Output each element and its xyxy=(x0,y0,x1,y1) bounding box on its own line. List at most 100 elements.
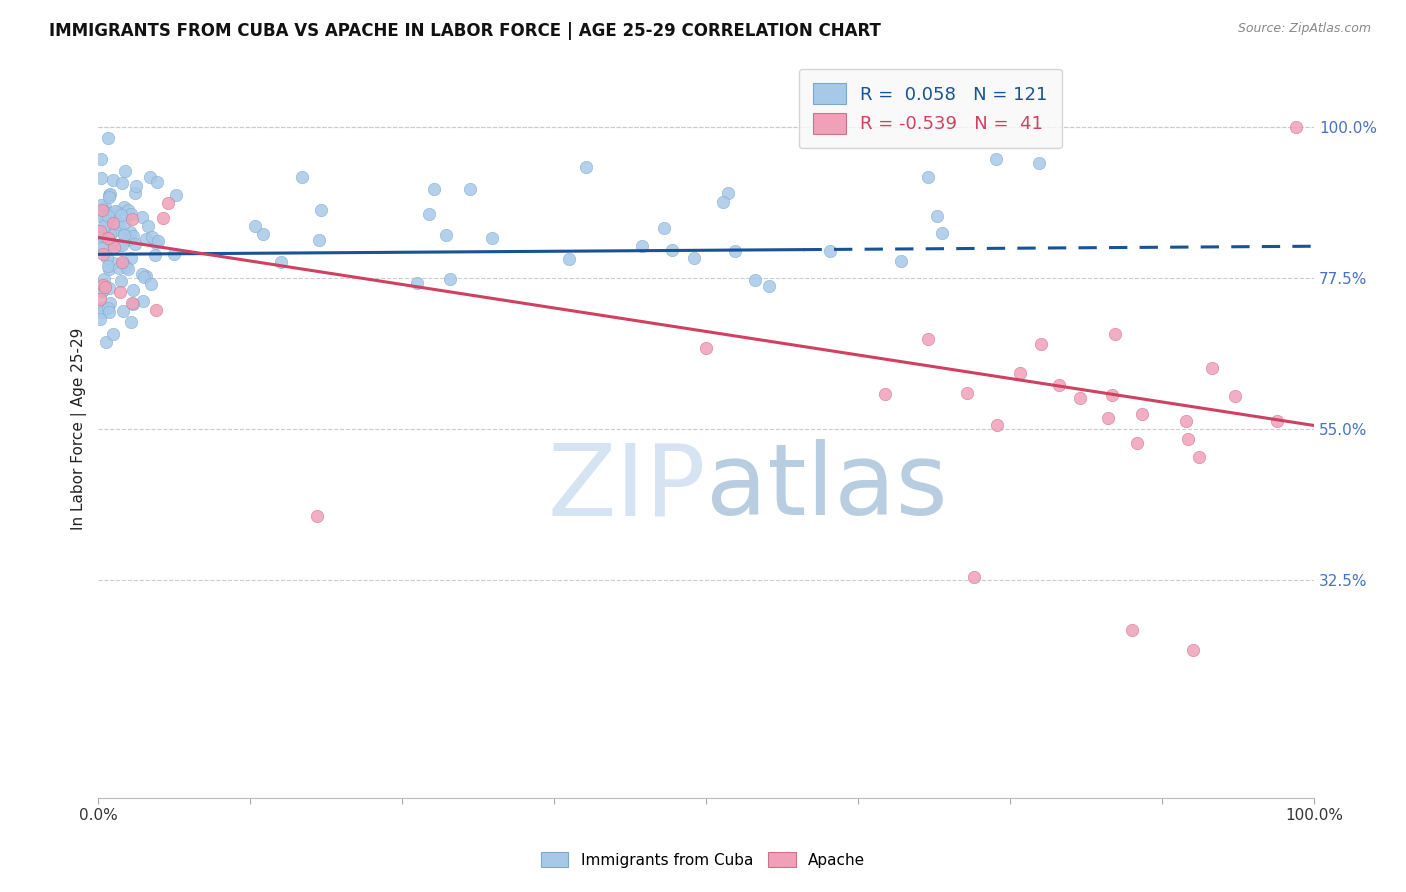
Point xyxy=(100,225,122,239)
Point xyxy=(925,209,948,223)
Point xyxy=(890,254,912,268)
Point xyxy=(89,237,111,252)
Point xyxy=(101,216,124,230)
Point xyxy=(744,273,766,287)
Point xyxy=(309,203,332,218)
Point xyxy=(97,206,120,220)
Point xyxy=(103,239,125,253)
Point xyxy=(118,229,141,244)
Point xyxy=(89,209,111,223)
Point xyxy=(145,236,167,251)
Point xyxy=(423,182,446,196)
Legend: Immigrants from Cuba, Apache: Immigrants from Cuba, Apache xyxy=(534,846,872,873)
Point xyxy=(139,170,162,185)
Point xyxy=(89,293,111,307)
Point xyxy=(1174,414,1197,428)
Point xyxy=(135,232,157,246)
Point xyxy=(120,207,142,221)
Point xyxy=(98,227,121,241)
Point xyxy=(93,271,115,285)
Point xyxy=(111,254,134,268)
Point xyxy=(141,229,163,244)
Point xyxy=(105,215,128,229)
Point xyxy=(110,285,132,299)
Point xyxy=(97,281,120,295)
Point xyxy=(117,233,139,247)
Point xyxy=(152,211,174,225)
Point xyxy=(917,332,939,346)
Point xyxy=(93,203,115,218)
Point xyxy=(111,176,134,190)
Point xyxy=(139,277,162,291)
Point xyxy=(112,227,135,242)
Point xyxy=(986,418,1008,433)
Point xyxy=(405,276,427,290)
Point xyxy=(110,208,132,222)
Point xyxy=(917,170,939,185)
Point xyxy=(110,238,132,252)
Point xyxy=(93,228,115,243)
Point xyxy=(89,312,111,326)
Point xyxy=(103,327,125,342)
Point xyxy=(120,251,142,265)
Point xyxy=(96,213,118,227)
Point xyxy=(146,234,169,248)
Point xyxy=(575,160,598,174)
Point xyxy=(1201,361,1223,376)
Point xyxy=(93,219,115,234)
Point xyxy=(97,210,120,224)
Point xyxy=(103,256,125,270)
Point xyxy=(252,227,274,241)
Point xyxy=(91,284,114,298)
Point xyxy=(120,315,142,329)
Point xyxy=(1047,378,1070,392)
Point xyxy=(724,244,747,258)
Point xyxy=(818,244,841,258)
Point xyxy=(1008,366,1031,380)
Point xyxy=(90,198,112,212)
Point xyxy=(90,170,112,185)
Point xyxy=(90,305,112,319)
Point xyxy=(717,186,740,200)
Point xyxy=(90,207,112,221)
Point xyxy=(112,216,135,230)
Point xyxy=(94,219,117,233)
Point xyxy=(122,228,145,243)
Point xyxy=(122,297,145,311)
Point xyxy=(1121,624,1143,638)
Point xyxy=(90,152,112,166)
Point xyxy=(439,271,461,285)
Point xyxy=(91,202,114,217)
Point xyxy=(145,175,167,189)
Point xyxy=(94,280,117,294)
Point xyxy=(132,270,155,285)
Point xyxy=(91,277,114,292)
Point xyxy=(98,304,121,318)
Point xyxy=(1225,389,1247,403)
Point xyxy=(117,202,139,217)
Point xyxy=(114,163,136,178)
Point xyxy=(270,254,292,268)
Point xyxy=(97,214,120,228)
Point xyxy=(1069,392,1091,406)
Point xyxy=(112,304,135,318)
Point xyxy=(683,252,706,266)
Point xyxy=(101,173,124,187)
Point xyxy=(112,200,135,214)
Point xyxy=(956,386,979,401)
Point xyxy=(98,190,121,204)
Point xyxy=(111,255,134,269)
Point xyxy=(986,152,1008,166)
Text: Source: ZipAtlas.com: Source: ZipAtlas.com xyxy=(1237,22,1371,36)
Point xyxy=(96,252,118,266)
Point xyxy=(163,247,186,261)
Point xyxy=(418,207,440,221)
Point xyxy=(145,303,167,318)
Point xyxy=(143,247,166,261)
Point xyxy=(121,296,143,310)
Point xyxy=(112,227,135,241)
Point xyxy=(97,231,120,245)
Point xyxy=(307,509,329,524)
Text: ZIP: ZIP xyxy=(548,440,706,536)
Point xyxy=(115,260,138,274)
